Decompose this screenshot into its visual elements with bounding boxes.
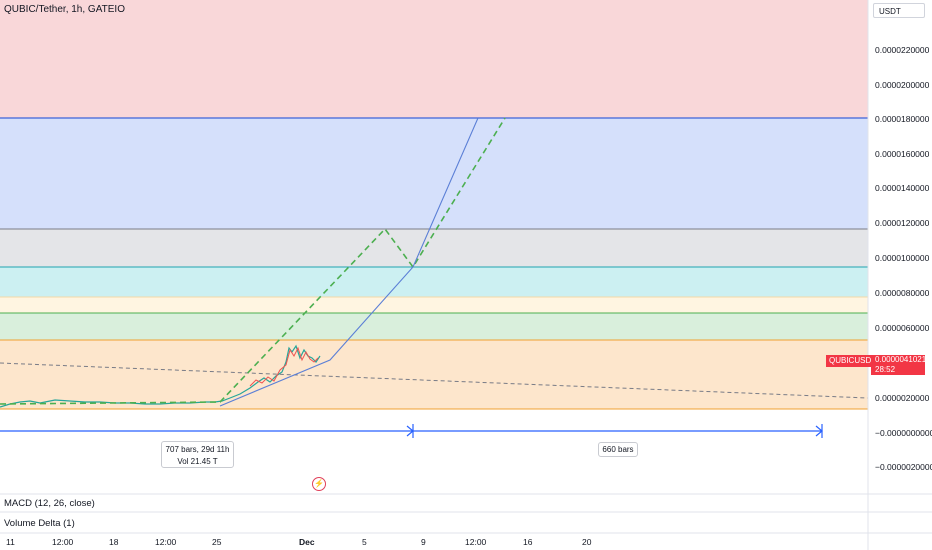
symbol-badge: QUBICUSDT xyxy=(826,355,880,367)
measure-label-left: 707 bars, 29d 11h Vol 21.45 T xyxy=(161,441,234,468)
price-tick: 0.0000160000 xyxy=(875,149,930,159)
lightning-icon[interactable]: ⚡ xyxy=(312,477,326,491)
volume-delta-panel-label[interactable]: Volume Delta (1) xyxy=(4,518,75,529)
measure-bars-text: 660 bars xyxy=(602,445,634,454)
price-line xyxy=(0,344,321,408)
time-tick: 12:00 xyxy=(52,537,74,547)
chart-title[interactable]: QUBIC/Tether, 1h, GATEIO xyxy=(4,4,125,15)
price-tick: 0.0000100000 xyxy=(875,253,930,263)
macd-panel-label[interactable]: MACD (12, 26, close) xyxy=(4,498,95,509)
time-tick: 12:00 xyxy=(465,537,487,547)
price-tick: 0.0000180000 xyxy=(875,114,930,124)
time-tick: 11 xyxy=(6,537,15,547)
price-tick: 0.0000080000 xyxy=(875,288,930,298)
zone-green xyxy=(0,313,868,340)
time-tick: Dec xyxy=(299,537,315,547)
time-tick: 5 xyxy=(362,537,367,547)
price-tick: 0.0000140000 xyxy=(875,183,930,193)
zone-gray xyxy=(0,229,868,267)
measure-bars-text: 707 bars, 29d 11h xyxy=(165,445,230,454)
zone-cyan xyxy=(0,267,868,297)
price-tick: −0.0000020000 xyxy=(875,462,932,472)
price-badge: 0.0000041021 28:52 xyxy=(871,355,927,375)
price-tick: 0.0000220000 xyxy=(875,45,930,55)
price-value: 0.0000041021 xyxy=(875,355,927,364)
price-tick: 0.0000200000 xyxy=(875,80,930,90)
projection-green[interactable] xyxy=(0,117,506,405)
measure-vol-text: Vol 21.45 T xyxy=(177,457,218,466)
trend-line[interactable] xyxy=(0,362,869,399)
bar-countdown: 28:52 xyxy=(875,365,896,374)
price-tick: 0.0000020000 xyxy=(875,393,930,403)
price-line-red xyxy=(249,346,319,387)
time-axis[interactable]: 11 12:00 18 12:00 25 Dec 5 9 12:00 16 20 xyxy=(6,537,592,547)
price-tick: −0.0000000000 xyxy=(875,428,932,438)
time-tick: 12:00 xyxy=(155,537,177,547)
price-candles xyxy=(0,344,321,408)
time-tick: 25 xyxy=(212,537,222,547)
projection-blue[interactable] xyxy=(219,117,479,407)
price-axis[interactable]: 0.0000220000 0.0000200000 0.0000180000 0… xyxy=(875,45,932,472)
measure-tool[interactable] xyxy=(0,424,823,438)
zone-cream xyxy=(0,297,868,313)
price-tick: 0.0000120000 xyxy=(875,218,930,228)
fib-zones xyxy=(0,0,868,410)
time-tick: 20 xyxy=(582,537,592,547)
currency-button[interactable]: USDT xyxy=(873,3,925,18)
time-tick: 16 xyxy=(523,537,533,547)
price-tick: 0.0000060000 xyxy=(875,323,930,333)
time-tick: 18 xyxy=(109,537,119,547)
zone-blue xyxy=(0,118,868,229)
measure-label-right: 660 bars xyxy=(598,442,638,457)
zone-red xyxy=(0,0,868,118)
time-tick: 9 xyxy=(421,537,426,547)
zone-orange xyxy=(0,340,868,409)
